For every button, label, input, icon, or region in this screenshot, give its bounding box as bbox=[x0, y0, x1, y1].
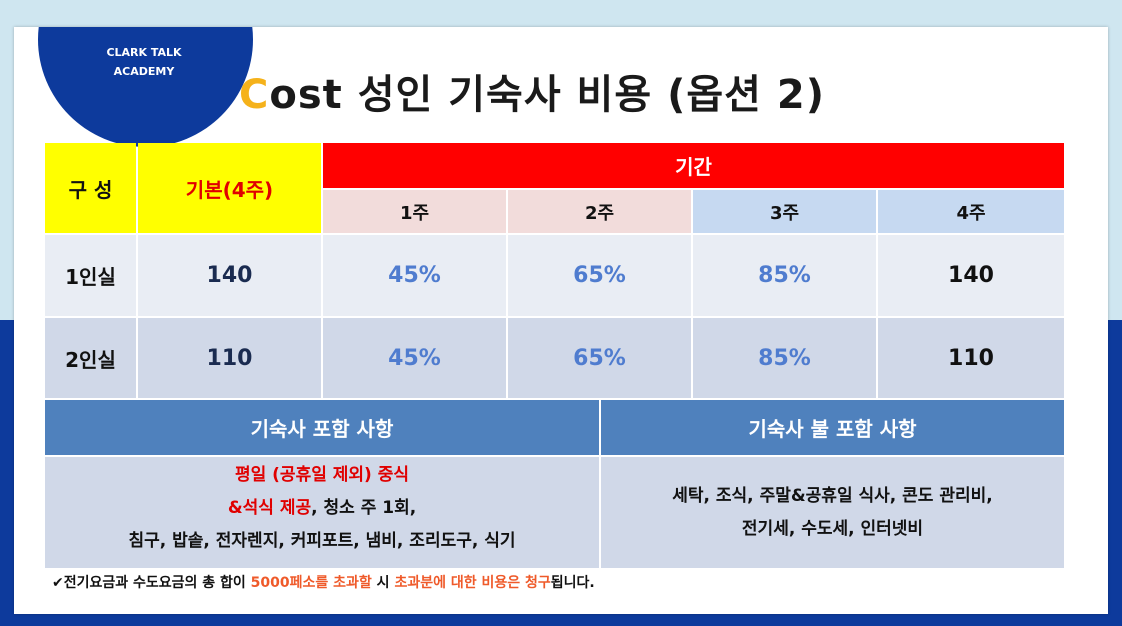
included-line-2-red: &석식 제공 bbox=[227, 498, 312, 518]
header-period: 기간 bbox=[323, 143, 1064, 188]
title-text: ost 성인 기숙사 비용 (옵션 2) bbox=[269, 72, 825, 118]
footnote-part-4: 초과분에 대한 비용은 청구 bbox=[394, 575, 551, 591]
week-header-3: 3주 bbox=[693, 190, 876, 233]
footnote-part-1: ✔전기요금과 수도요금의 총 합이 bbox=[52, 575, 251, 591]
row-single-week-4: 140 bbox=[878, 235, 1064, 316]
week-header-4: 4주 bbox=[878, 190, 1064, 233]
footnote: ✔전기요금과 수도요금의 총 합이 5000페소를 초과할 시 초과분에 대한 … bbox=[52, 572, 595, 592]
footnote-part-5: 됩니다. bbox=[550, 575, 595, 591]
logo-line-1: CLARK TALK bbox=[106, 46, 182, 59]
week-header-1: 1주 bbox=[323, 190, 506, 233]
header-group: 구 성 bbox=[45, 143, 136, 233]
included-line-1: 평일 (공휴일 제외) 중식 bbox=[234, 465, 410, 485]
included-line-2: &석식 제공, 청소 주 1회, bbox=[45, 492, 599, 525]
row-single-week-2: 65% bbox=[508, 235, 691, 316]
row-single-week-1: 45% bbox=[323, 235, 506, 316]
included-header: 기숙사 포함 사항 bbox=[45, 400, 599, 455]
excluded-text: 세탁, 조식, 주말&공휴일 식사, 콘도 관리비, 전기세, 수도세, 인터넷… bbox=[601, 480, 1064, 546]
included-line-3: 침구, 밥솥, 전자렌지, 커피포트, 냄비, 조리도구, 식기 bbox=[128, 531, 516, 551]
page-title: Cost 성인 기숙사 비용 (옵션 2) bbox=[239, 65, 825, 125]
included-text: 평일 (공휴일 제외) 중식 &석식 제공, 청소 주 1회, 침구, 밥솥, … bbox=[45, 459, 599, 558]
excluded-line-2: 전기세, 수도세, 인터넷비 bbox=[741, 519, 924, 539]
row-double-week-1: 45% bbox=[323, 318, 506, 398]
row-double-week-2: 65% bbox=[508, 318, 691, 398]
excluded-line-1: 세탁, 조식, 주말&공휴일 식사, 콘도 관리비, bbox=[672, 486, 993, 506]
week-header-2: 2주 bbox=[508, 190, 691, 233]
row-label-double: 2인실 bbox=[45, 318, 136, 398]
row-double-base: 110 bbox=[138, 318, 321, 398]
slide-card: CLARK TALK ACADEMY Cost 성인 기숙사 비용 (옵션 2)… bbox=[14, 27, 1108, 614]
included-line-2-rest: , 청소 주 1회, bbox=[311, 498, 417, 518]
row-double-week-4: 110 bbox=[878, 318, 1064, 398]
row-single-base: 140 bbox=[138, 235, 321, 316]
excluded-header: 기숙사 불 포함 사항 bbox=[601, 400, 1064, 455]
logo-line-2: ACADEMY bbox=[113, 65, 175, 78]
title-accent-letter: C bbox=[239, 72, 270, 118]
row-label-single: 1인실 bbox=[45, 235, 136, 316]
header-base: 기본(4주) bbox=[138, 143, 321, 233]
logo-text: CLARK TALK ACADEMY bbox=[84, 43, 204, 81]
included-body bbox=[45, 457, 599, 568]
footnote-part-3: 시 bbox=[371, 575, 395, 591]
excluded-body bbox=[601, 457, 1064, 568]
row-single-week-3: 85% bbox=[693, 235, 876, 316]
footnote-part-2: 5000페소를 초과할 bbox=[250, 575, 372, 591]
row-double-week-3: 85% bbox=[693, 318, 876, 398]
